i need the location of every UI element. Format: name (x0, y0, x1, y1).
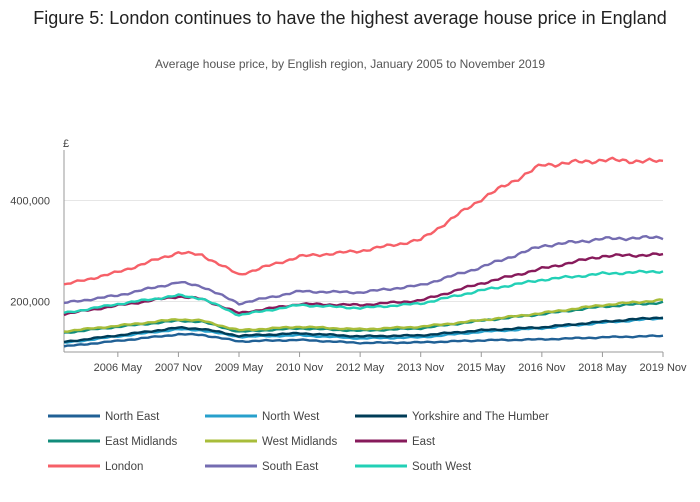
series-line-west-midlands (63, 298, 664, 333)
legend-item[interactable]: London (48, 461, 143, 473)
x-tick-label: 2015 May (457, 362, 506, 374)
x-tick-label: 2009 May (215, 362, 264, 374)
x-tick-label: 2006 May (94, 362, 143, 374)
gridlines (64, 200, 663, 302)
x-tick-label: 2018 May (578, 362, 627, 374)
y-tick-label: 400,000 (10, 196, 50, 208)
legend-label: North West (262, 411, 320, 423)
legend-item[interactable]: East (355, 436, 436, 448)
legend-label: North East (105, 411, 160, 423)
series-line-south-west (63, 269, 664, 317)
chart-subtitle: Average house price, by English region, … (154, 57, 546, 71)
x-tick-label: 2012 May (336, 362, 385, 374)
x-tick-label: 2010 Nov (276, 362, 324, 374)
series-line-north-east (63, 332, 664, 348)
y-tick-label: 200,000 (10, 297, 50, 309)
legend-item[interactable]: Yorkshire and The Humber (355, 411, 549, 423)
x-tick-label: 2019 Nov (639, 362, 687, 374)
series-line-london (63, 156, 664, 286)
legend-label: East Midlands (105, 436, 177, 448)
legend-label: South East (262, 461, 319, 473)
x-tick-label: 2013 Nov (397, 362, 445, 374)
series-lines (63, 156, 664, 348)
series-line-east (63, 252, 664, 317)
legend-item[interactable]: East Midlands (48, 436, 177, 448)
legend-item[interactable]: North East (48, 411, 160, 423)
y-axis-label: £ (63, 138, 69, 150)
legend-item[interactable]: North West (205, 411, 320, 423)
series-line-south-east (63, 234, 664, 306)
legend-label: London (105, 461, 143, 473)
x-tick-label: 2007 Nov (155, 362, 203, 374)
legend-item[interactable]: South East (205, 461, 319, 473)
legend-item[interactable]: West Midlands (205, 436, 337, 448)
legend-item[interactable]: South West (355, 461, 472, 473)
legend-label: East (412, 436, 436, 448)
series-line-yorkshire-and-the-humber (63, 316, 664, 344)
legend-label: Yorkshire and The Humber (412, 411, 549, 423)
y-tick-labels: 200,000 400,000 (10, 196, 50, 309)
legend-label: South West (412, 461, 472, 473)
x-tick-labels: 2006 May 2007 Nov 2009 May 2010 Nov 2012 May… (94, 352, 687, 374)
chart-title: Figure 5: London continues to have the h… (33, 8, 667, 28)
legend: North East North West Yorkshire and The Hu… (48, 411, 549, 473)
legend-label: West Midlands (262, 436, 337, 448)
x-tick-label: 2016 Nov (518, 362, 566, 374)
